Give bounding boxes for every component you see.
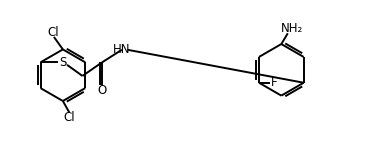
Text: Cl: Cl <box>63 111 75 124</box>
Text: O: O <box>98 84 107 97</box>
Text: S: S <box>59 56 66 69</box>
Text: HN: HN <box>113 43 131 56</box>
Text: NH₂: NH₂ <box>281 22 303 35</box>
Text: Cl: Cl <box>48 26 59 39</box>
Text: F: F <box>271 76 277 89</box>
